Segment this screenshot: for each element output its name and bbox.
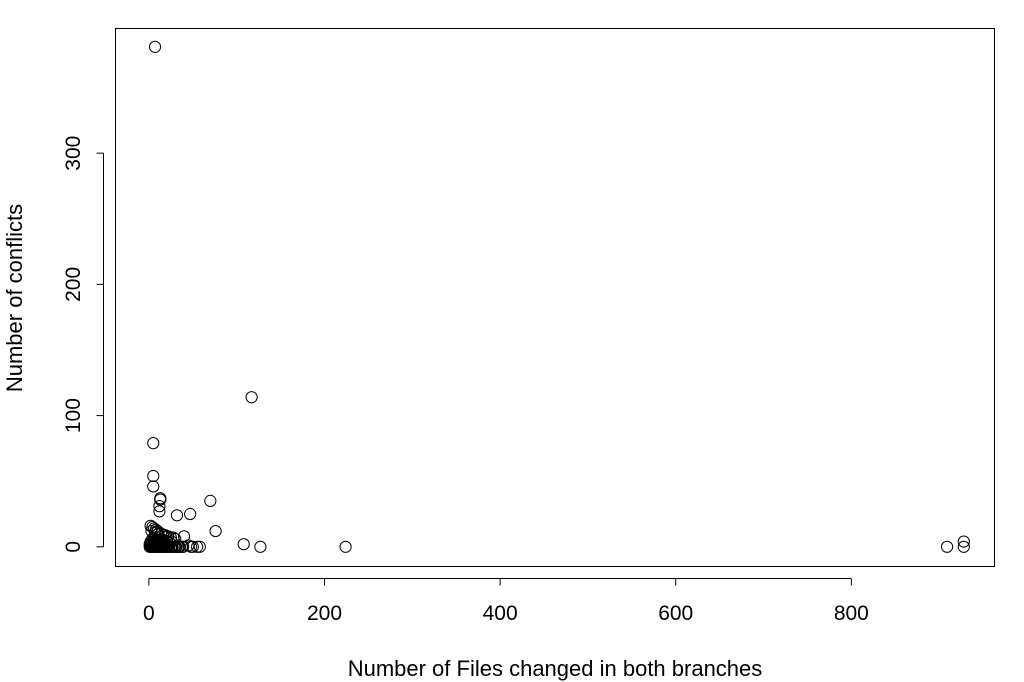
data-point bbox=[254, 540, 267, 553]
x-tick-label: 600 bbox=[658, 602, 693, 625]
data-points bbox=[143, 40, 970, 553]
data-point bbox=[153, 500, 166, 513]
y-tick-label: 0 bbox=[62, 541, 85, 553]
data-point bbox=[940, 540, 954, 553]
data-point bbox=[209, 524, 222, 538]
data-point bbox=[177, 540, 190, 553]
y-tick-label: 300 bbox=[62, 136, 85, 171]
plot-frame bbox=[115, 28, 995, 567]
y-tick-label: 100 bbox=[62, 398, 85, 433]
y-tick-label: 200 bbox=[62, 267, 85, 302]
data-point bbox=[152, 540, 165, 553]
y-axis: 0 100 200 300 bbox=[62, 136, 104, 553]
data-point bbox=[169, 540, 182, 553]
data-point bbox=[957, 540, 970, 553]
data-point bbox=[184, 507, 197, 521]
data-point bbox=[957, 535, 970, 548]
data-point bbox=[191, 540, 204, 553]
x-tick-label: 0 bbox=[143, 602, 155, 625]
data-point bbox=[184, 540, 198, 553]
x-axis: 0 200 400 600 800 bbox=[143, 578, 869, 625]
data-point bbox=[153, 505, 166, 518]
data-point bbox=[148, 40, 162, 53]
data-point bbox=[193, 540, 206, 553]
data-point bbox=[170, 509, 184, 522]
data-point bbox=[154, 493, 167, 506]
data-point bbox=[147, 469, 160, 483]
data-point bbox=[339, 540, 352, 553]
data-point bbox=[160, 540, 173, 553]
data-point bbox=[147, 437, 160, 450]
data-point bbox=[172, 540, 185, 553]
data-point bbox=[204, 494, 217, 507]
data-point bbox=[162, 540, 176, 553]
x-tick-label: 800 bbox=[834, 602, 869, 625]
data-point bbox=[245, 391, 258, 404]
x-tick-label: 400 bbox=[483, 602, 518, 625]
data-point bbox=[147, 480, 160, 493]
y-axis-title: Number of conflicts bbox=[2, 204, 27, 392]
data-point bbox=[237, 538, 250, 551]
x-axis-title: Number of Files changed in both branches bbox=[348, 656, 763, 681]
x-tick-label: 200 bbox=[307, 602, 342, 625]
